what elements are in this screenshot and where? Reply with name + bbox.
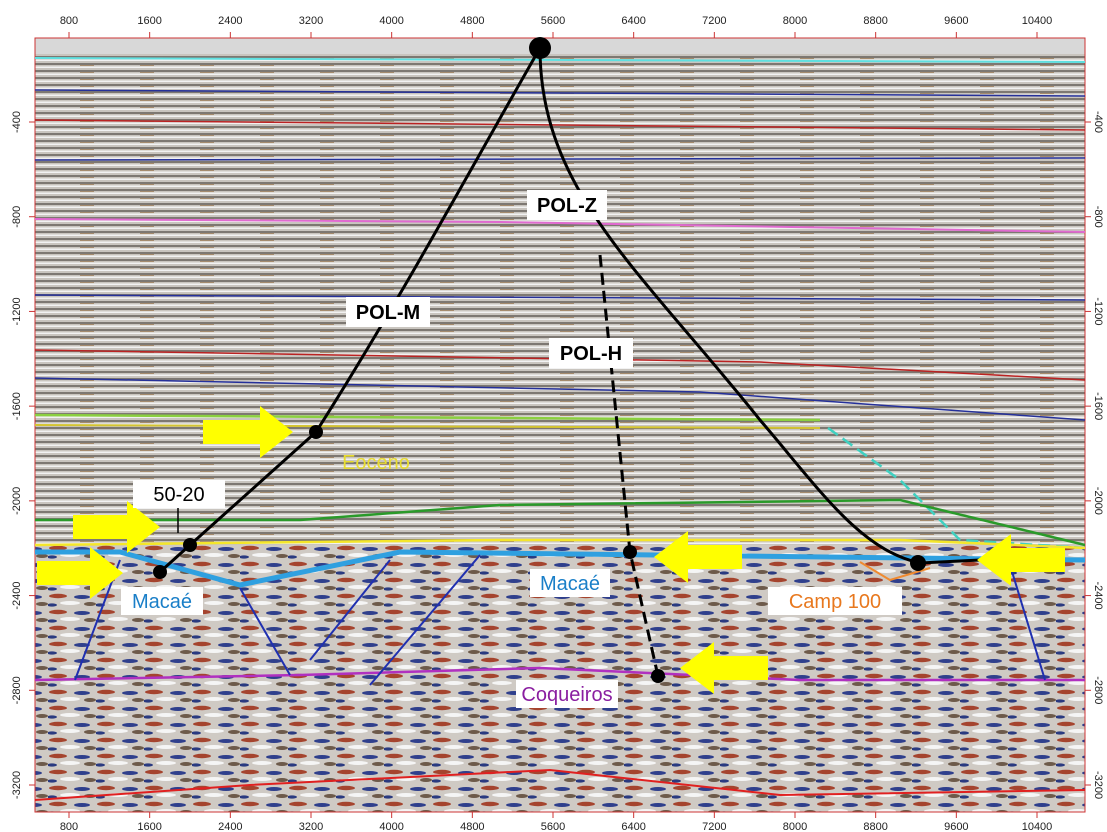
x-tick-label: 8800 <box>863 15 887 27</box>
y-tick-label: -1600 <box>1092 392 1104 420</box>
horizon-label: Macaé <box>132 591 192 613</box>
well-label: POL-M <box>356 302 420 324</box>
x-tick-label: 6400 <box>621 821 645 832</box>
y-tick-label: -1600 <box>11 392 23 420</box>
x-tick-label: 8000 <box>783 15 807 27</box>
y-tick-label: -2000 <box>1092 487 1104 515</box>
x-tick-label: 4800 <box>460 15 484 27</box>
x-tick-label: 2400 <box>218 821 242 832</box>
well-label: POL-Z <box>537 195 597 217</box>
y-tick-label: -3200 <box>11 771 23 799</box>
x-tick-label: 800 <box>60 15 78 27</box>
y-tick-label: -2400 <box>1092 582 1104 610</box>
x-tick-label: 1600 <box>137 15 161 27</box>
y-tick-label: -800 <box>1092 206 1104 228</box>
horizons <box>34 57 1086 801</box>
y-tick-label: -2800 <box>1092 676 1104 704</box>
x-tick-label: 3200 <box>299 15 323 27</box>
y-tick-label: -800 <box>11 206 23 228</box>
x-tick-label: 8800 <box>863 821 887 832</box>
x-tick-label: 10400 <box>1022 821 1053 832</box>
y-tick-label: -2000 <box>11 487 23 515</box>
x-tick-label: 7200 <box>702 15 726 27</box>
y-tick-label: -1200 <box>11 297 23 325</box>
x-tick-label: 9600 <box>944 15 968 27</box>
well-points <box>153 37 926 683</box>
y-tick-label: -3200 <box>1092 771 1104 799</box>
y-tick-label: -1200 <box>1092 297 1104 325</box>
x-tick-label: 4800 <box>460 821 484 832</box>
x-tick-label: 2400 <box>218 15 242 27</box>
horizon-label: Eoceno <box>342 452 410 474</box>
x-tick-label: 10400 <box>1022 15 1053 27</box>
y-tick-label: -2800 <box>11 676 23 704</box>
arrows <box>37 406 1065 694</box>
y-tick-label: -2400 <box>11 582 23 610</box>
horizon-label: Macaé <box>540 573 600 595</box>
x-tick-label: 7200 <box>702 821 726 832</box>
x-tick-label: 5600 <box>541 821 565 832</box>
x-tick-label: 1600 <box>137 821 161 832</box>
well-label: POL-H <box>560 343 622 365</box>
y-tick-label: -400 <box>1092 111 1104 133</box>
water-column <box>35 38 1085 54</box>
x-tick-label: 6400 <box>621 15 645 27</box>
x-tick-label: 9600 <box>944 821 968 832</box>
label-boxes <box>121 190 902 708</box>
x-tick-label: 5600 <box>541 15 565 27</box>
axes: 800 800 1600 1600 2400 2400 3200 3200 4000 4000 48… <box>11 15 1104 832</box>
well-label: 50-20 <box>153 484 204 506</box>
y-tick-label: -400 <box>11 111 23 133</box>
x-tick-label: 3200 <box>299 821 323 832</box>
x-tick-label: 4000 <box>379 821 403 832</box>
x-tick-label: 8000 <box>783 821 807 832</box>
horizon-label: Coqueiros <box>521 684 612 706</box>
horizon-label: Camp 100 <box>789 591 881 613</box>
x-tick-label: 4000 <box>379 15 403 27</box>
x-tick-label: 800 <box>60 821 78 832</box>
